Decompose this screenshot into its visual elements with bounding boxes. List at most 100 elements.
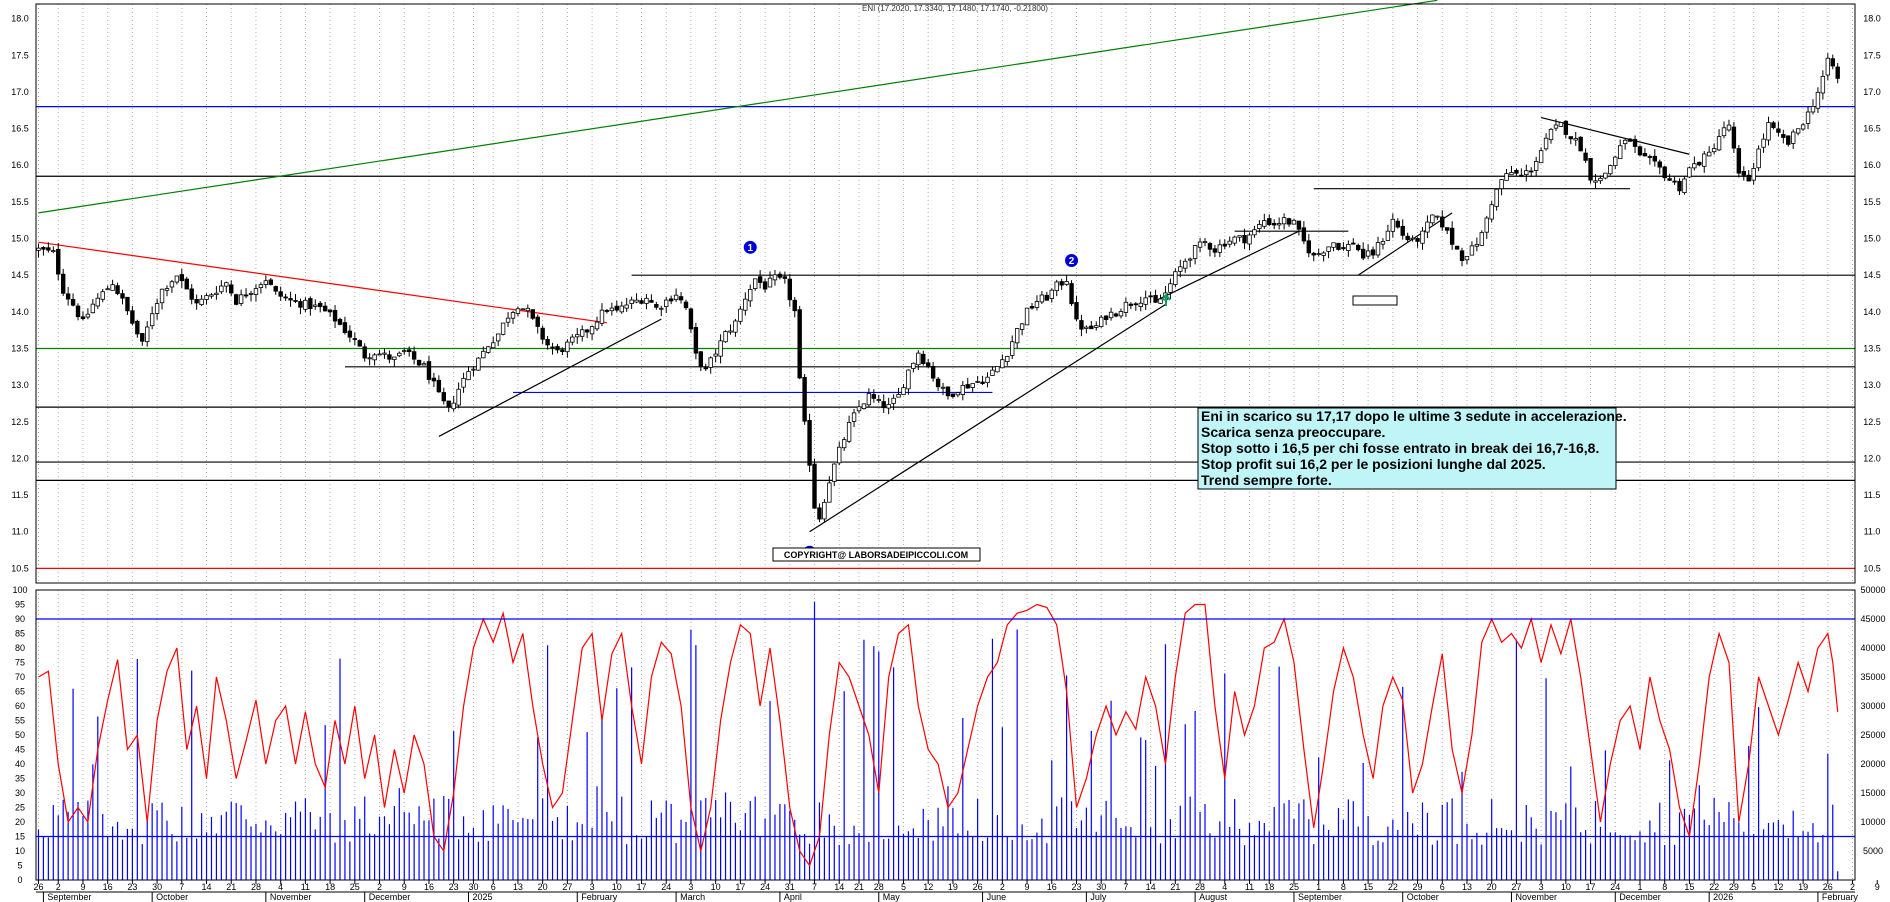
price-tick-left: 11.0 <box>12 527 29 537</box>
day-tick-label: 30 <box>1096 882 1106 892</box>
volume-tick: 5000 <box>1863 846 1883 856</box>
candle-body <box>1692 163 1697 169</box>
candle-body <box>298 301 303 308</box>
candle-body <box>1548 128 1554 141</box>
day-tick-label: 7 <box>1123 882 1128 892</box>
volume-tick: 45000 <box>1860 614 1885 624</box>
candle-body <box>1825 57 1831 76</box>
candle-body <box>540 327 545 340</box>
candle-body <box>950 393 956 397</box>
oscillator-tick: 100 <box>12 585 27 595</box>
candle-body <box>367 357 372 360</box>
price-tick-left: 15.5 <box>11 197 29 207</box>
candle-body <box>426 361 432 380</box>
candle-body <box>466 371 471 381</box>
candle-body <box>1756 148 1761 169</box>
month-tick-label: February <box>581 892 618 902</box>
candle-body <box>322 305 328 312</box>
day-tick-label: 21 <box>226 882 236 892</box>
oscillator-line <box>38 603 1839 867</box>
day-tick-label: 28 <box>251 882 261 892</box>
candle-body <box>1795 128 1801 134</box>
candle-body <box>827 482 832 503</box>
day-tick-label: 14 <box>1146 882 1156 892</box>
candle-body <box>140 333 145 342</box>
day-tick-label: 21 <box>1170 882 1180 892</box>
candle-body <box>1474 244 1480 247</box>
candle-body <box>416 359 422 366</box>
oscillator-tick: 25 <box>15 803 25 813</box>
candle-body <box>1706 151 1712 157</box>
candle-body <box>130 310 135 324</box>
candle-body <box>1657 161 1662 168</box>
candle-body <box>856 406 862 412</box>
candle-body <box>1603 172 1608 179</box>
day-tick-label: 4 <box>1222 882 1227 892</box>
candle-body <box>916 352 921 366</box>
candle-body <box>1494 188 1499 207</box>
candle-body <box>1736 148 1742 174</box>
price-tick-right: 10.5 <box>1863 563 1881 573</box>
candle-body <box>1281 217 1287 225</box>
candle-body <box>1232 236 1237 244</box>
candle-body <box>1331 242 1336 248</box>
candle-body <box>352 338 358 340</box>
annotation-line-2: Scarica senza preoccupare. <box>1201 424 1385 440</box>
marker-circle <box>743 240 757 254</box>
candle-body <box>861 403 867 409</box>
candle-body <box>495 333 501 342</box>
candle-body <box>1326 246 1331 252</box>
candle-body <box>248 292 254 295</box>
day-tick-label: 18 <box>325 882 335 892</box>
candle-body <box>881 401 886 409</box>
candle-body <box>644 297 649 304</box>
candle-body <box>1524 170 1529 175</box>
candle-body <box>382 352 387 355</box>
candle-body <box>1716 136 1722 151</box>
candle-body <box>446 400 451 408</box>
candle-body <box>925 362 931 368</box>
day-tick-label: 9 <box>402 882 407 892</box>
oscillator-tick: 40 <box>15 759 25 769</box>
candle-body <box>303 299 308 310</box>
candle-body <box>194 298 199 304</box>
candle-body <box>184 278 189 290</box>
price-tick-right: 11.5 <box>1864 490 1881 500</box>
volume-tick: 25000 <box>1860 730 1885 740</box>
day-tick-label: 24 <box>760 882 770 892</box>
candle-body <box>822 501 827 520</box>
oscillator-tick: 60 <box>15 701 25 711</box>
candle-body <box>491 342 496 349</box>
day-tick-label: 6 <box>1440 882 1445 892</box>
day-tick-label: 10 <box>1561 882 1571 892</box>
numbered-marker: 2 <box>1065 254 1079 268</box>
candle-body <box>738 308 743 322</box>
candle-body <box>263 280 269 285</box>
day-tick-label: 21 <box>854 882 864 892</box>
candle-body <box>1212 248 1218 253</box>
day-tick-label: 1 <box>1316 882 1321 892</box>
month-tick-label: November <box>1515 892 1557 902</box>
candle-body <box>743 298 748 311</box>
candle-body <box>1810 105 1816 113</box>
candle-body <box>807 420 812 466</box>
candle-body <box>1815 91 1821 109</box>
candle-body <box>1267 218 1272 225</box>
candle-body <box>1776 128 1781 133</box>
candle-body <box>1039 294 1045 303</box>
price-tick-left: 16.5 <box>11 124 29 134</box>
candle-body <box>772 274 778 281</box>
candle-body <box>1153 295 1158 303</box>
candle-body <box>1365 250 1371 257</box>
day-tick-label: 10 <box>612 882 622 892</box>
copyright-text: COPYRIGHT@ LABORSADEIPICCOLI.COM <box>784 550 968 560</box>
candle-body <box>891 397 896 404</box>
candle-body <box>1370 249 1376 256</box>
month-tick-label: August <box>1199 892 1228 902</box>
candle-body <box>1291 219 1297 225</box>
candle-body <box>56 248 61 275</box>
candle-body <box>1296 220 1302 230</box>
day-tick-label: 15 <box>1684 882 1694 892</box>
candle-body <box>342 322 348 333</box>
candle-body <box>273 286 278 292</box>
